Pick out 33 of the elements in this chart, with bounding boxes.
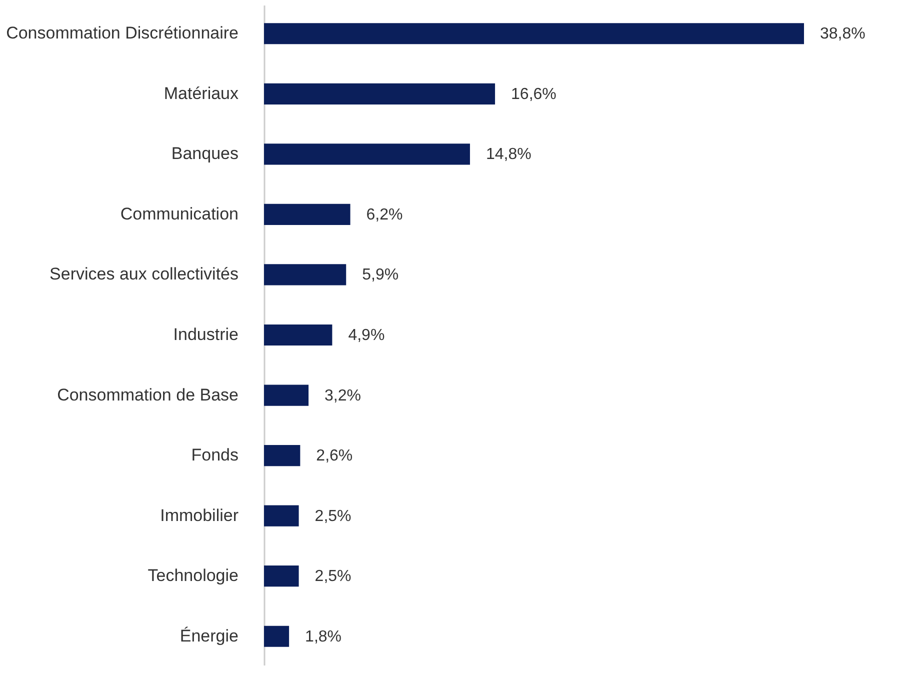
data-label: 2,5% bbox=[314, 568, 352, 586]
bar bbox=[264, 204, 350, 225]
data-label: 2,6% bbox=[316, 448, 353, 465]
data-label: 2,5% bbox=[314, 508, 352, 525]
bar bbox=[264, 626, 290, 647]
bar bbox=[264, 83, 496, 104]
bar bbox=[264, 445, 300, 466]
bar bbox=[264, 566, 299, 587]
data-label: 16,6% bbox=[511, 86, 556, 103]
y-tick-label: Consommation de Base bbox=[57, 385, 238, 404]
data-label: 14,8% bbox=[486, 146, 532, 164]
y-tick-label: Consommation Discrétionnaire bbox=[6, 24, 238, 43]
y-tick-label: Immobilier bbox=[160, 506, 239, 525]
bar bbox=[264, 324, 332, 346]
bar bbox=[264, 144, 470, 165]
y-tick-label: Industrie bbox=[173, 325, 238, 344]
bar bbox=[264, 384, 309, 406]
y-tick-label: Matériaux bbox=[164, 84, 239, 103]
y-tick-label: Technologie bbox=[148, 566, 238, 586]
y-tick-label: Fonds bbox=[191, 446, 238, 465]
data-label: 4,9% bbox=[348, 327, 385, 344]
y-tick-label: Services aux collectivités bbox=[50, 264, 238, 284]
data-label: 1,8% bbox=[305, 628, 342, 646]
y-tick-label: Communication bbox=[120, 204, 238, 224]
y-tick-label: Énergie bbox=[180, 626, 238, 646]
data-label: 6,2% bbox=[366, 206, 403, 224]
y-tick-label: Banques bbox=[171, 144, 238, 164]
bar bbox=[264, 505, 299, 526]
data-label: 3,2% bbox=[324, 387, 362, 404]
bar bbox=[264, 23, 804, 44]
data-label: 38,8% bbox=[820, 26, 866, 43]
data-label: 5,9% bbox=[362, 266, 399, 284]
bar bbox=[264, 264, 346, 286]
